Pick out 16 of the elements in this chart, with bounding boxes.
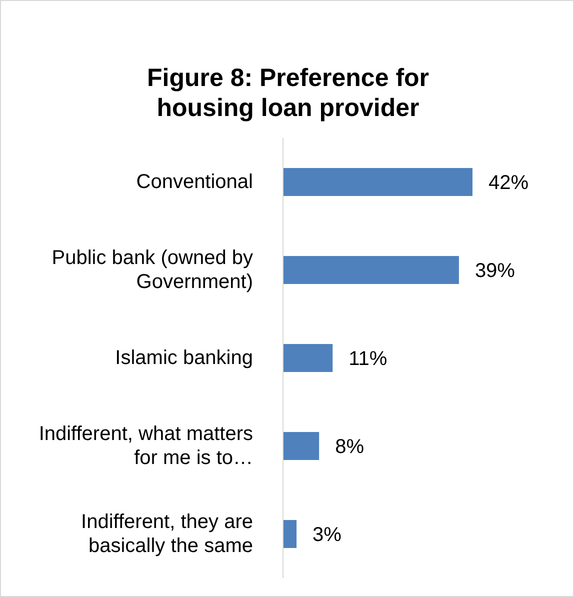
- bar: [283, 256, 459, 284]
- data-label: 42%: [488, 172, 529, 194]
- y-tick-label: Indifferent, they are basically the same: [81, 511, 253, 557]
- data-label: 11%: [348, 348, 388, 370]
- data-label: 39%: [474, 260, 516, 282]
- y-tick-label: Public bank (owned by Government): [52, 247, 253, 293]
- y-tick-label: Islamic banking: [115, 347, 253, 369]
- data-label: 8%: [335, 436, 364, 458]
- chart-title: Figure 8: Preference for housing loan provider: [146, 63, 430, 123]
- bar: [283, 520, 297, 548]
- data-label: 3%: [312, 524, 342, 546]
- y-tick-label: Indifferent, what matters for me is to…: [38, 423, 253, 469]
- y-tick-label: Conventional: [136, 171, 253, 193]
- bar: [283, 432, 320, 460]
- bar: [283, 344, 333, 372]
- bar: [283, 168, 472, 196]
